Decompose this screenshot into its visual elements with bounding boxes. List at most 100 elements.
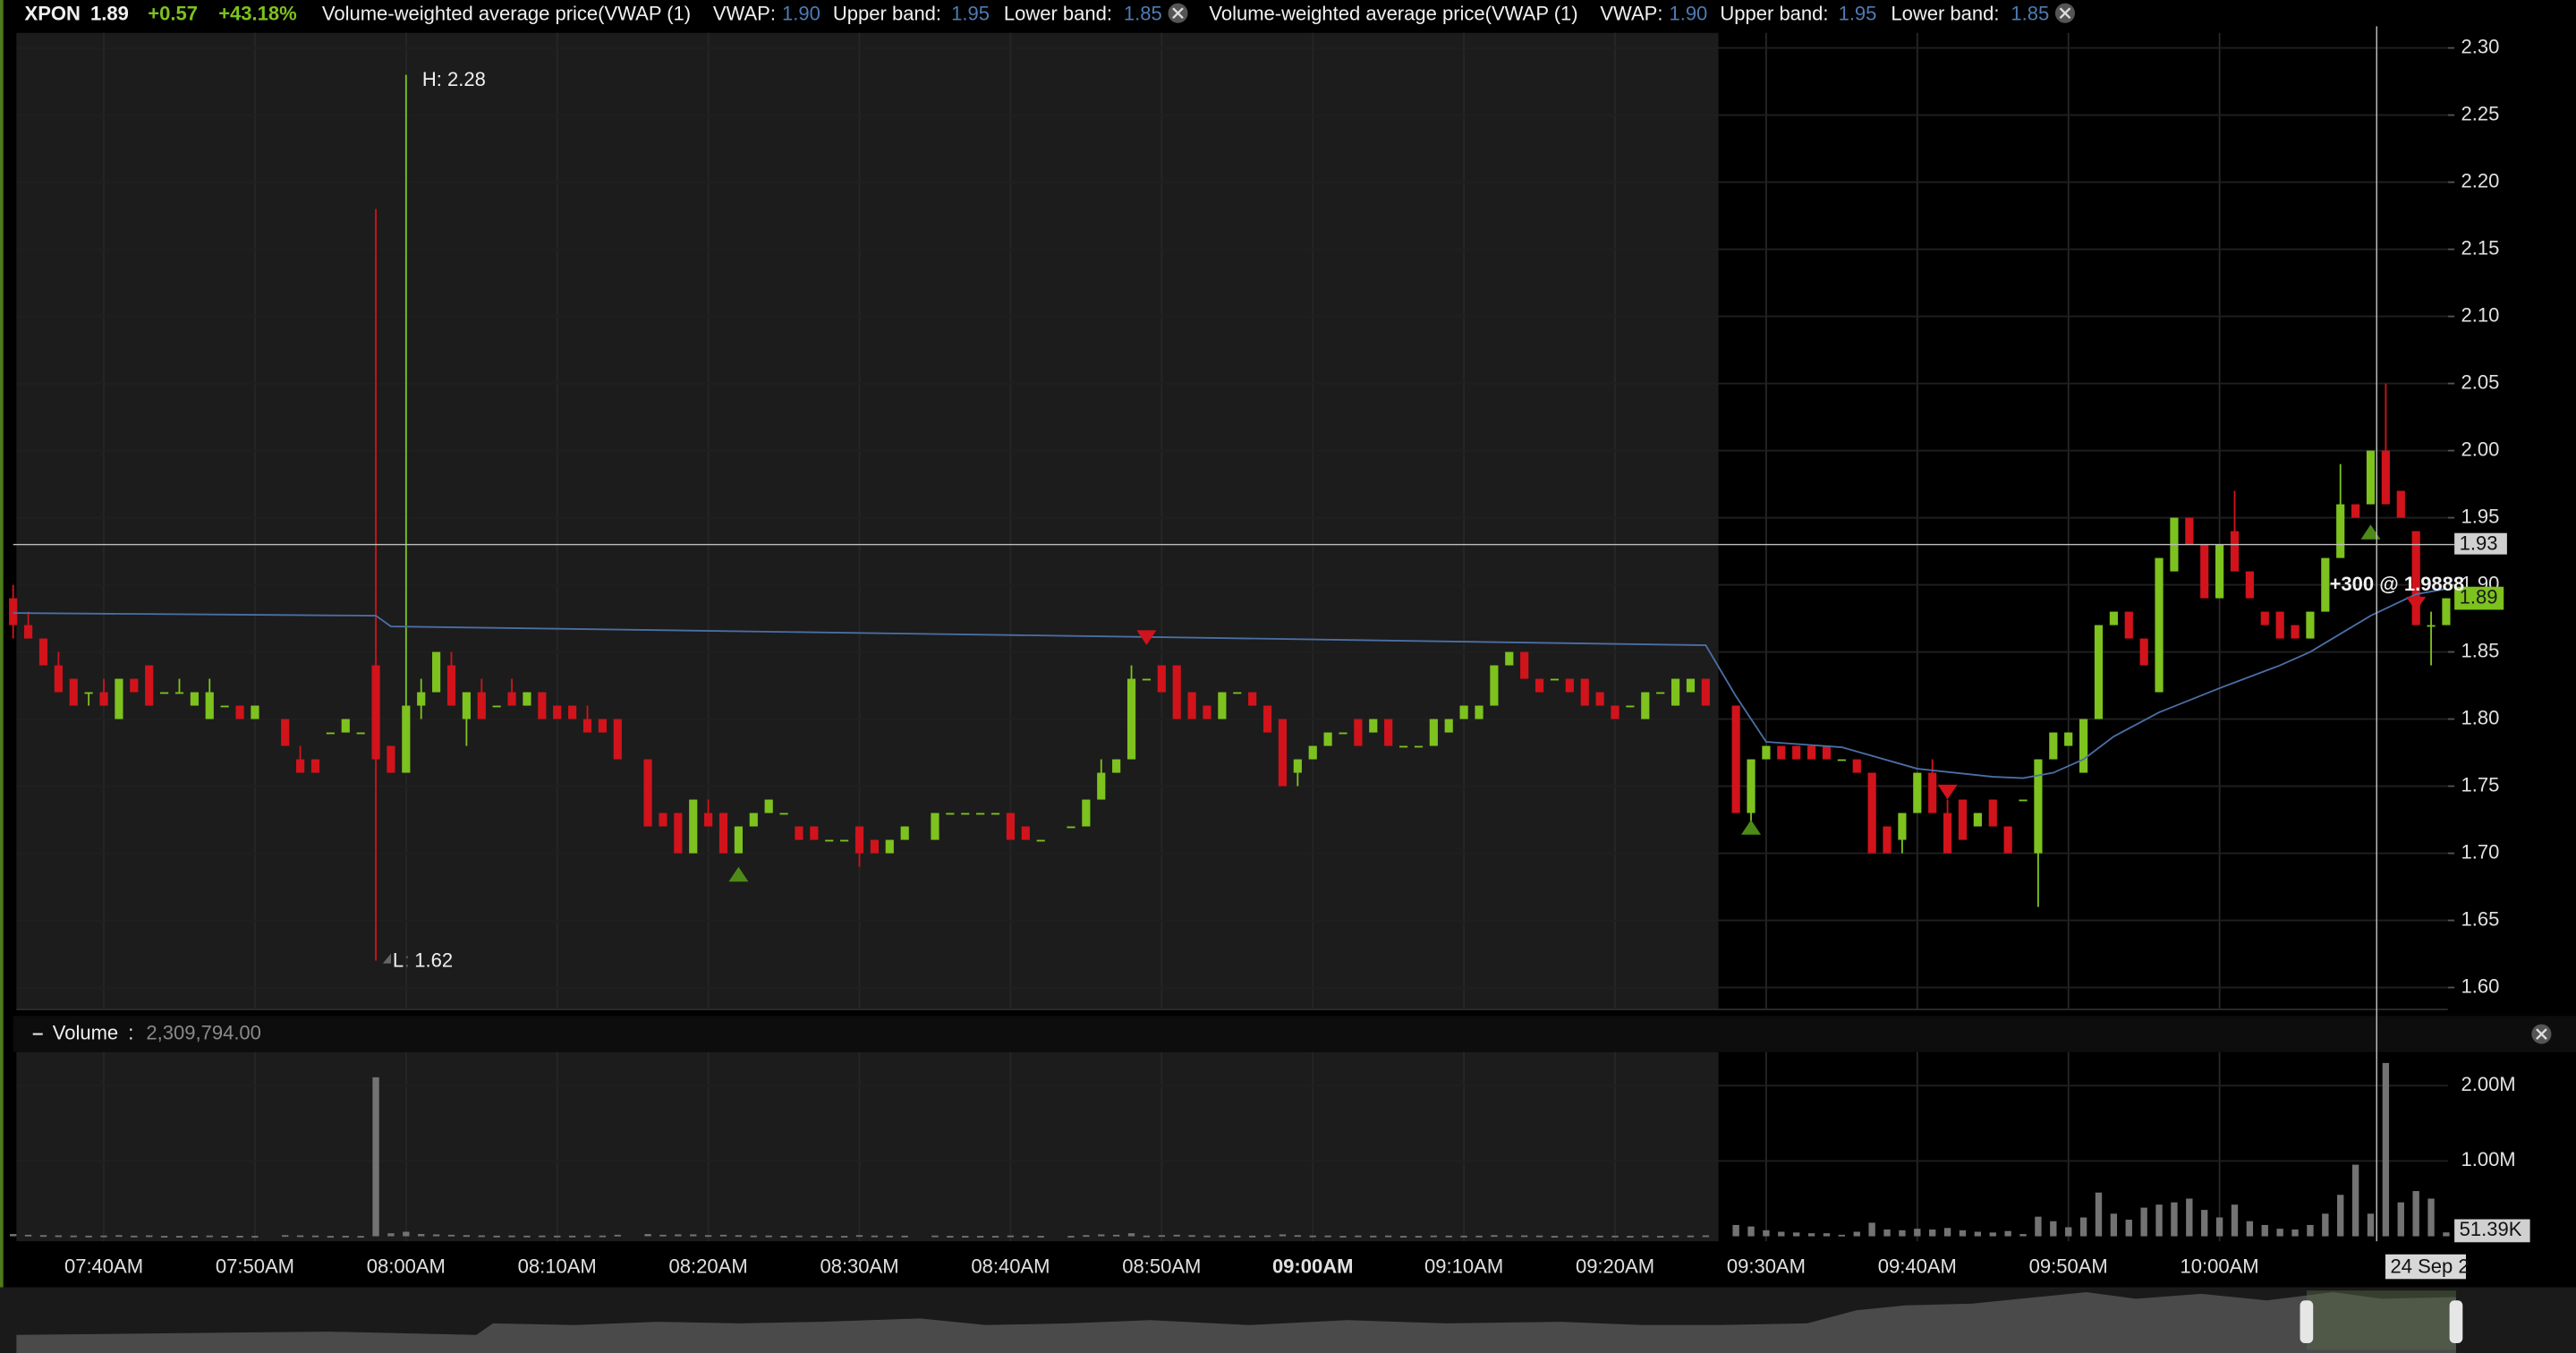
volume-bar — [1430, 1235, 1438, 1238]
volume-bar — [131, 1235, 138, 1238]
candle-body — [689, 799, 698, 854]
volume-bar — [765, 1235, 772, 1238]
change: +0.57 — [148, 2, 198, 24]
candle-body — [1082, 799, 1091, 827]
volume-bar — [2125, 1220, 2132, 1237]
volume-bar — [1763, 1230, 1770, 1237]
candle-body — [1777, 745, 1786, 760]
candle-body — [523, 692, 531, 706]
volume-bar — [1853, 1231, 1860, 1237]
volume-bar — [1793, 1232, 1800, 1237]
study-value: 1.90 — [782, 2, 820, 24]
last-volume-badge — [2454, 1219, 2530, 1243]
candle-body — [1867, 772, 1876, 854]
close-study[interactable] — [2054, 3, 2075, 23]
volume-bar — [1067, 1236, 1075, 1238]
signal-marker — [1937, 784, 1958, 800]
y-tick-label: 1.95 — [2461, 505, 2499, 527]
volume-tick-label: 2.00M — [2461, 1073, 2515, 1095]
study-value: 1.85 — [2011, 2, 2049, 24]
volume-bar — [795, 1235, 803, 1238]
candle-body — [9, 598, 18, 625]
candle-body — [885, 839, 894, 854]
volume-bar — [1112, 1234, 1120, 1237]
overlay: 1.93 1.89 51.39K — [13, 26, 2530, 1243]
legend: XPON 1.89 +0.57 +43.18% Volume-weighted … — [25, 2, 2075, 24]
volume-bar — [1203, 1235, 1211, 1238]
study-name: Volume-weighted average price(VWAP (1) — [322, 2, 691, 24]
volume-bar — [2276, 1229, 2283, 1237]
close-panel[interactable] — [2531, 1024, 2552, 1044]
x-tick-label: 10:00AM — [2181, 1255, 2259, 1277]
study-value: 1.95 — [1839, 2, 1877, 24]
candle-body — [1792, 745, 1801, 760]
volume-bar — [583, 1235, 591, 1238]
candle-body — [477, 692, 486, 719]
volume-bar — [463, 1235, 471, 1238]
x-tick-label: 08:20AM — [669, 1255, 748, 1277]
candle-body — [190, 692, 199, 706]
volume-bar — [1294, 1235, 1301, 1238]
volume-tick-label: 1.00M — [2461, 1148, 2515, 1170]
volume-bar — [1384, 1235, 1392, 1238]
volume-bar — [221, 1236, 228, 1238]
candle-body — [446, 665, 456, 706]
candle-body — [1973, 813, 1982, 827]
volume-bar — [146, 1235, 153, 1238]
candle-body — [1580, 678, 1589, 706]
volume-bar — [614, 1234, 621, 1237]
candle-body — [1822, 745, 1832, 760]
symbol: XPON — [25, 2, 81, 24]
volume-bar — [539, 1235, 546, 1238]
candle-body — [1142, 678, 1152, 681]
candle-body — [825, 839, 834, 842]
candle-body — [1262, 705, 1272, 733]
volume-bar — [855, 1235, 863, 1238]
candle-body — [1475, 705, 1484, 719]
volume-bar — [1127, 1233, 1135, 1237]
y-tick-label: 1.80 — [2461, 706, 2499, 728]
candle-body — [387, 745, 395, 773]
volume-bar — [1445, 1235, 1452, 1238]
candle-body — [1701, 678, 1710, 706]
candle-body — [568, 705, 577, 719]
volume-bar — [296, 1235, 304, 1238]
candle-body — [2245, 571, 2254, 599]
volume-bar — [1415, 1236, 1423, 1238]
volume-bar — [554, 1235, 561, 1238]
volume-bar — [976, 1236, 984, 1238]
volume-bar — [962, 1236, 969, 1238]
candle-body — [870, 839, 879, 854]
candle-body — [1565, 678, 1574, 693]
volume-bar — [2035, 1216, 2042, 1237]
candle-body — [613, 719, 622, 760]
close-study[interactable] — [1168, 3, 1188, 23]
volume-bar — [2019, 1234, 2027, 1237]
volume-bar — [160, 1236, 168, 1238]
volume-bar — [10, 1234, 17, 1237]
date-label: 24 Sep 2 — [2391, 1255, 2470, 1277]
x-tick-label: 07:40AM — [64, 1255, 143, 1277]
candle-body — [598, 719, 607, 733]
y-tick-label: 2.25 — [2461, 102, 2499, 124]
navigator-window[interactable] — [2306, 1290, 2456, 1350]
y-tick-label: 1.70 — [2461, 840, 2499, 863]
navigator-handle[interactable] — [2300, 1300, 2314, 1343]
candle-body — [1339, 732, 1348, 735]
volume-bar — [568, 1235, 576, 1238]
volume-bar — [2050, 1221, 2057, 1237]
volume-bar — [1188, 1235, 1195, 1238]
volume-bar — [1596, 1235, 1603, 1238]
volume-bar — [2307, 1224, 2314, 1237]
volume-bar — [690, 1234, 697, 1237]
candle-body — [2411, 531, 2420, 625]
study-value: 1.90 — [1669, 2, 1707, 24]
candle-body — [1520, 651, 1529, 679]
candle-body — [734, 826, 743, 854]
candle-body — [2230, 531, 2240, 572]
candle-body — [1399, 745, 1408, 748]
navigator-handle[interactable] — [2449, 1300, 2463, 1343]
y-tick-label: 2.10 — [2461, 303, 2499, 326]
candle-body — [1837, 759, 1846, 762]
study-label: Upper band: — [833, 2, 941, 24]
